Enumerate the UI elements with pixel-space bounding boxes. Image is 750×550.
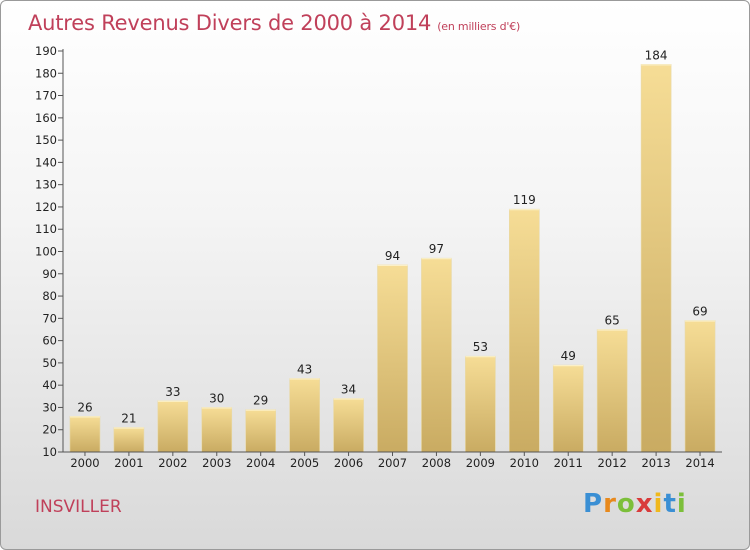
y-tick-label: 70 — [42, 311, 57, 325]
y-tick-label: 170 — [35, 89, 57, 103]
bar-2007 — [377, 264, 408, 453]
logo-letter: x — [635, 489, 654, 519]
bars: 26 21 33 30 29 43 34 94 97 53 119 49 65 184 69 — [69, 48, 716, 453]
logo-letter: r — [603, 489, 617, 519]
bar-value-label: 94 — [385, 249, 400, 263]
bar-2008 — [421, 257, 452, 453]
x-tick-label: 2005 — [290, 456, 319, 470]
y-tick-label: 180 — [35, 66, 57, 80]
y-axis: 10 20 30 40 50 60 70 80 90 100 110 120 130 140 150 160 1… — [35, 44, 64, 459]
bar-value-label: 26 — [77, 400, 92, 414]
x-tick-label: 2013 — [641, 456, 670, 470]
bar-value-label: 53 — [473, 340, 488, 354]
y-tick-label: 10 — [42, 445, 57, 459]
x-tick-label: 2004 — [246, 456, 275, 470]
bar-2001 — [113, 427, 145, 453]
bar-value-label: 49 — [561, 349, 576, 363]
y-tick-label: 60 — [42, 334, 57, 348]
x-tick-label: 2010 — [510, 456, 539, 470]
logo-letter: t — [663, 489, 677, 519]
bar-2004 — [245, 409, 276, 453]
y-tick-label: 100 — [35, 245, 57, 259]
y-tick-label: 140 — [35, 155, 57, 169]
bar-value-label: 33 — [165, 385, 180, 399]
location-label: INSVILLER — [35, 497, 122, 517]
logo-letter: i — [676, 489, 687, 519]
x-tick-label: 2011 — [554, 456, 583, 470]
y-tick-label: 20 — [42, 423, 57, 437]
x-axis: 2000 2001 2002 2003 2004 2005 2006 2007 2008 2009… — [63, 451, 722, 470]
bar-2002 — [157, 400, 189, 453]
y-tick-label: 80 — [42, 289, 57, 303]
x-tick-label: 2002 — [158, 456, 187, 470]
y-tick-label: 50 — [42, 356, 57, 370]
x-tick-label: 2009 — [466, 456, 495, 470]
bar-2003 — [201, 407, 233, 453]
bar-value-label: 30 — [209, 391, 224, 405]
bar-2005 — [289, 378, 320, 453]
bar-2011 — [552, 364, 584, 453]
y-tick-label: 190 — [35, 44, 57, 58]
y-tick-label: 160 — [35, 111, 57, 125]
x-tick-label: 2003 — [202, 456, 231, 470]
x-tick-label: 2006 — [334, 456, 363, 470]
x-tick-label: 2012 — [598, 456, 627, 470]
x-tick-label: 2007 — [378, 456, 407, 470]
x-tick-label: 2008 — [422, 456, 451, 470]
bar-value-label: 184 — [645, 48, 668, 62]
bar-value-label: 43 — [297, 362, 312, 376]
bar-2012 — [596, 329, 628, 453]
y-tick-label: 90 — [42, 267, 57, 281]
bar-value-label: 69 — [692, 305, 707, 319]
x-tick-label: 2000 — [70, 456, 99, 470]
bar-value-label: 34 — [341, 383, 356, 397]
bar-value-label: 119 — [513, 193, 536, 207]
y-tick-label: 110 — [35, 222, 57, 236]
y-tick-label: 30 — [42, 400, 57, 414]
y-tick-label: 40 — [42, 378, 57, 392]
proxiti-logo: Proxiti — [583, 489, 687, 519]
bar-2014 — [684, 320, 716, 453]
bar-2009 — [465, 355, 496, 453]
chart-title: Autres Revenus Divers de 2000 à 2014 (en … — [28, 11, 520, 35]
logo-letter: o — [616, 489, 636, 519]
bar-2013 — [640, 64, 672, 453]
x-tick-label: 2014 — [685, 456, 714, 470]
title-unit: (en milliers d'€) — [437, 20, 521, 33]
bar-value-label: 29 — [253, 394, 268, 408]
y-tick-label: 130 — [35, 178, 57, 192]
y-tick-label: 150 — [35, 133, 57, 147]
x-tick-label: 2001 — [114, 456, 143, 470]
bar-2010 — [508, 208, 540, 453]
bar-value-label: 65 — [605, 313, 620, 327]
logo-letter: P — [583, 489, 604, 519]
bar-value-label: 97 — [429, 242, 444, 256]
bar-2000 — [69, 416, 101, 453]
logo-letter: i — [653, 489, 664, 519]
title-text: Autres Revenus Divers de 2000 à 2014 — [28, 11, 432, 35]
bar-2006 — [333, 398, 364, 453]
bar-value-label: 21 — [121, 411, 136, 425]
y-tick-label: 120 — [35, 200, 57, 214]
